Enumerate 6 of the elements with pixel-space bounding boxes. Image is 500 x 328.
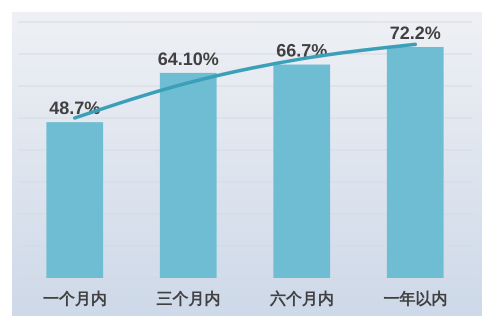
- data-label: 72.2%: [390, 22, 441, 43]
- x-tick-label: 三个月内: [156, 289, 220, 308]
- x-tick-label: 六个月内: [268, 289, 334, 308]
- data-label: 64.10%: [158, 48, 219, 69]
- x-tick-label: 一个月内: [42, 289, 107, 308]
- x-tick-label: 一年以内: [383, 289, 448, 308]
